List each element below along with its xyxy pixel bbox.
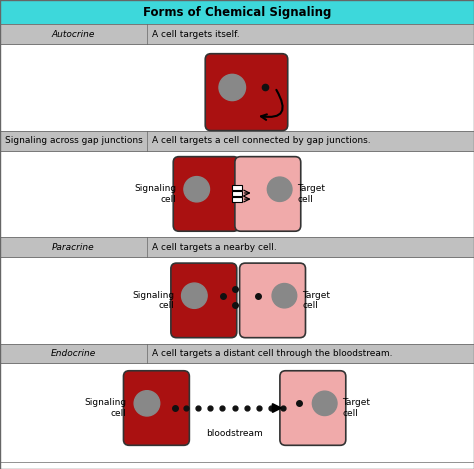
Bar	[0, 237, 474, 257]
Text: Signaling
cell: Signaling cell	[135, 184, 176, 204]
FancyBboxPatch shape	[280, 371, 346, 446]
Text: Endocrine: Endocrine	[51, 349, 96, 358]
Bar	[0, 131, 474, 151]
Bar	[232, 197, 242, 203]
Bar	[0, 24, 474, 44]
Circle shape	[267, 177, 292, 202]
Circle shape	[312, 391, 337, 416]
FancyBboxPatch shape	[235, 157, 301, 231]
Bar	[0, 363, 474, 462]
FancyBboxPatch shape	[173, 157, 239, 231]
FancyBboxPatch shape	[239, 263, 305, 338]
Bar	[232, 185, 242, 190]
Circle shape	[134, 391, 160, 416]
Text: Target
cell: Target cell	[298, 184, 326, 204]
FancyBboxPatch shape	[205, 54, 288, 131]
Text: Signaling across gap junctions: Signaling across gap junctions	[5, 136, 142, 145]
Circle shape	[182, 283, 207, 309]
Circle shape	[219, 75, 246, 101]
Text: A cell targets a distant cell through the bloodstream.: A cell targets a distant cell through th…	[152, 349, 392, 358]
FancyBboxPatch shape	[171, 263, 237, 338]
Bar	[232, 191, 242, 197]
Bar	[0, 44, 474, 131]
Text: Target
cell: Target cell	[342, 398, 371, 418]
Bar	[0, 344, 474, 363]
Text: Paracrine: Paracrine	[52, 242, 95, 252]
Text: bloodstream: bloodstream	[206, 429, 263, 438]
Text: Forms of Chemical Signaling: Forms of Chemical Signaling	[143, 6, 331, 19]
Text: A cell targets a nearby cell.: A cell targets a nearby cell.	[152, 242, 276, 252]
Bar	[0, 151, 474, 237]
Circle shape	[272, 284, 297, 308]
Bar	[0, 0, 474, 24]
Text: Signaling
cell: Signaling cell	[132, 291, 174, 310]
Text: A cell targets itself.: A cell targets itself.	[152, 30, 239, 39]
Text: A cell targets a cell connected by gap junctions.: A cell targets a cell connected by gap j…	[152, 136, 370, 145]
FancyBboxPatch shape	[123, 371, 189, 446]
Circle shape	[184, 177, 210, 202]
Text: Autocrine: Autocrine	[52, 30, 95, 39]
Text: Target
cell: Target cell	[302, 291, 330, 310]
Text: Signaling
cell: Signaling cell	[85, 398, 127, 418]
Bar	[0, 257, 474, 344]
